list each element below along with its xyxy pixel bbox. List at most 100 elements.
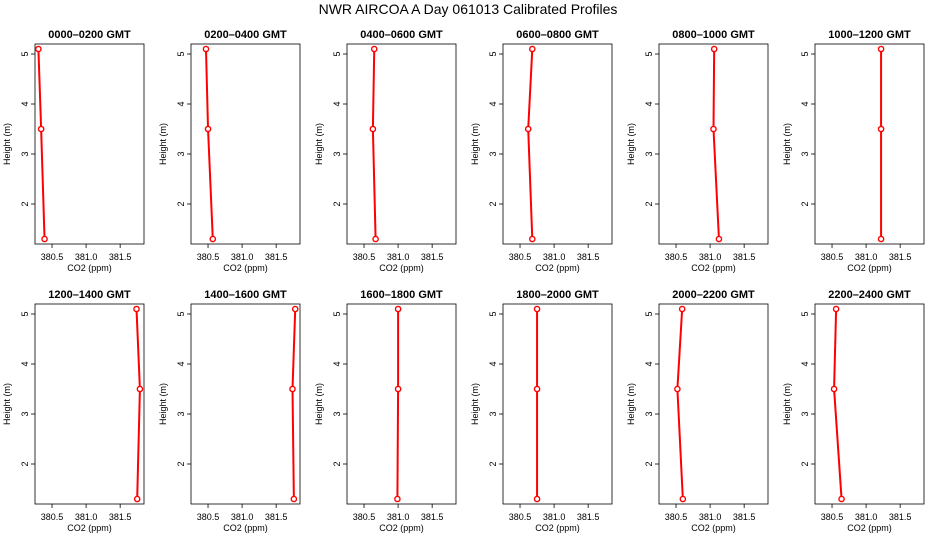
y-tick-label: 4 [20,101,30,106]
panel-title: 2200–2400 GMT [828,289,911,301]
profile-point [533,495,541,503]
x-tick-label: 381.5 [889,512,912,522]
x-tick-label: 381.5 [109,252,132,262]
profile-point [202,45,210,53]
y-tick-label: 3 [20,411,30,416]
x-tick-label: 381.0 [855,512,878,522]
x-tick-label: 381.5 [421,252,444,262]
y-tick-label: 5 [800,51,810,56]
profile-point [136,385,144,393]
y-axis-label: Height (m) [470,123,480,165]
y-tick-label: 3 [488,151,498,156]
x-tick-label: 380.5 [821,252,844,262]
profile-line [204,48,214,240]
y-tick-label: 2 [644,461,654,466]
y-tick-label: 2 [644,201,654,206]
x-tick-label: 380.5 [41,252,64,262]
x-tick-label: 381.5 [421,512,444,522]
profile-point [877,235,885,243]
profile-point [289,385,296,393]
y-tick-label: 3 [20,151,30,156]
profile-line [712,48,720,240]
x-tick-label: 381.5 [265,252,288,262]
x-tick-label: 380.5 [353,252,376,262]
x-tick-label: 381.0 [699,252,722,262]
panel-title: 0800–1000 GMT [672,29,755,41]
profile-line [833,308,843,500]
y-tick-label: 3 [176,411,186,416]
x-tick-label: 381.5 [577,512,600,522]
x-tick-label: 381.0 [387,512,410,522]
x-axis-label: CO2 (ppm) [535,523,580,533]
y-tick-label: 2 [332,201,342,206]
profile-point [133,305,140,313]
profile-point [394,305,402,313]
x-tick-label: 381.5 [733,512,756,522]
y-tick-label: 3 [644,411,654,416]
y-axis-label: Height (m) [782,123,792,165]
profile-line [135,308,141,500]
x-tick-label: 381.0 [543,512,566,522]
profile-point [710,125,717,133]
profile-point [830,385,838,393]
panel-title: 1000–1200 GMT [828,29,911,41]
y-tick-label: 2 [20,461,30,466]
y-tick-label: 5 [332,51,342,56]
y-axis-label: Height (m) [2,383,12,425]
y-tick-label: 3 [488,411,498,416]
panel-frame [502,303,613,505]
panel-title: 0000–0200 GMT [48,29,131,41]
panel-frame [658,303,769,505]
y-tick-label: 2 [800,461,810,466]
x-tick-label: 381.0 [231,252,254,262]
x-tick-label: 381.5 [889,252,912,262]
profile-line [37,48,46,240]
y-tick-label: 2 [488,201,498,206]
y-tick-label: 3 [800,411,810,416]
x-tick-label: 380.5 [41,512,64,522]
y-tick-label: 5 [644,51,654,56]
y-axis-label: Height (m) [158,383,168,425]
x-axis-label: CO2 (ppm) [691,263,736,273]
y-tick-label: 2 [332,461,342,466]
profile-point [369,125,377,133]
profile-point [838,495,845,503]
x-axis-label: CO2 (ppm) [847,523,892,533]
profile-point [133,495,141,503]
y-tick-label: 4 [800,101,810,106]
y-axis-label: Height (m) [626,123,636,165]
profile-point [290,495,298,503]
panel-title: 1400–1600 GMT [204,289,287,301]
y-tick-label: 5 [488,311,498,316]
y-tick-label: 4 [488,361,498,366]
x-tick-label: 381.0 [387,252,410,262]
x-axis-label: CO2 (ppm) [535,263,580,273]
x-axis-label: CO2 (ppm) [67,263,112,273]
x-tick-label: 381.0 [75,252,98,262]
y-axis-label: Height (m) [314,123,324,165]
y-tick-label: 4 [176,361,186,366]
x-tick-label: 380.5 [665,252,688,262]
y-tick-label: 2 [800,201,810,206]
x-axis-label: CO2 (ppm) [379,263,424,273]
profile-point [678,305,686,313]
y-tick-label: 4 [644,361,654,366]
panel-frame [658,43,769,245]
x-tick-label: 380.5 [821,512,844,522]
profile-point [528,235,536,243]
panel-title: 0600–0800 GMT [516,29,599,41]
panel-title: 0200–0400 GMT [204,29,287,41]
y-tick-label: 3 [644,151,654,156]
x-tick-label: 380.5 [509,252,532,262]
y-tick-label: 5 [800,311,810,316]
profile-point [394,495,401,503]
y-axis-label: Height (m) [314,383,324,425]
profile-point [533,385,541,393]
y-tick-label: 4 [644,101,654,106]
y-tick-label: 5 [644,311,654,316]
profile-point [832,305,840,313]
profile-line [291,308,297,500]
figure-title: NWR AIRCOA A Day 061013 Calibrated Profi… [318,1,618,17]
y-tick-label: 5 [20,51,30,56]
y-tick-label: 5 [20,311,30,316]
